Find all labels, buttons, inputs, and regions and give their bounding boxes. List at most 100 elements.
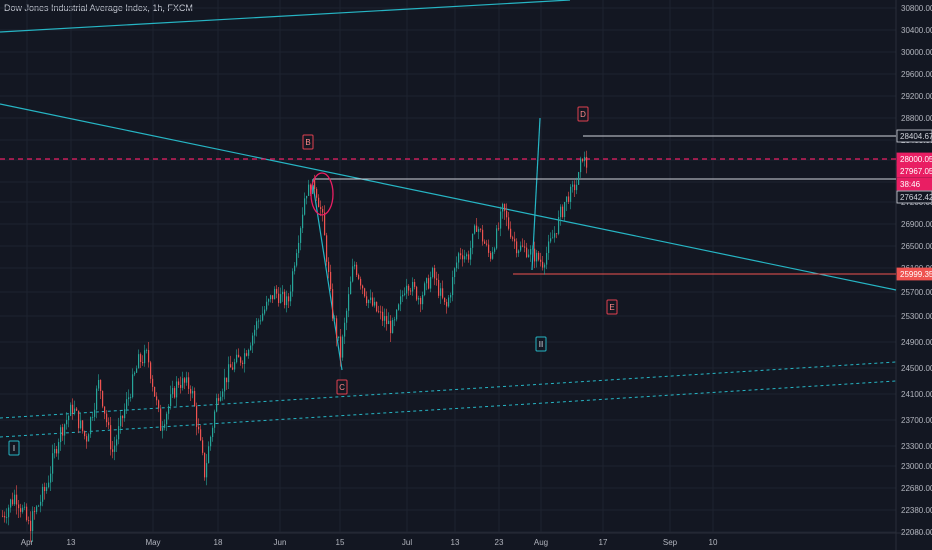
candle-body: [232, 367, 234, 370]
candle-body: [168, 406, 170, 414]
candle-body: [242, 362, 244, 364]
candle-body: [104, 406, 106, 414]
candle-body: [304, 198, 306, 215]
candle-body: [316, 188, 318, 198]
candle-body: [160, 408, 162, 431]
candle-body: [474, 225, 476, 234]
y-tick-label: 25700.00: [901, 288, 932, 297]
candle-body: [252, 335, 254, 346]
candle-body: [268, 299, 270, 302]
candle-body: [538, 252, 540, 260]
candle-body: [296, 253, 298, 266]
candle-body: [398, 304, 400, 310]
candle-body: [230, 364, 232, 368]
candle-body: [470, 247, 472, 260]
candle-body: [70, 404, 72, 416]
candle-body: [504, 203, 506, 211]
candle-body: [46, 487, 48, 491]
candle-body: [324, 212, 326, 236]
candle-body: [140, 354, 142, 362]
candle-body: [298, 242, 300, 254]
candle-body: [394, 319, 396, 321]
candle-body: [244, 353, 246, 364]
candle-body: [334, 318, 336, 320]
candle-body: [24, 506, 26, 508]
candle-body: [318, 197, 320, 208]
candle-body: [156, 396, 158, 401]
x-tick-label: Jul: [402, 538, 412, 547]
y-tick-label: 23700.00: [901, 416, 932, 425]
candle-body: [118, 426, 120, 440]
x-tick-label: 13: [67, 538, 76, 547]
candle-body: [512, 237, 514, 239]
candle-body: [276, 288, 278, 294]
candle-body: [358, 274, 360, 279]
candle-body: [32, 511, 34, 532]
candle-body: [370, 297, 372, 300]
price-marker-label: 27642.42: [900, 193, 932, 202]
y-tick-label: 30400.00: [901, 26, 932, 35]
candle-body: [426, 278, 428, 284]
candle-body: [80, 420, 82, 429]
candle-body: [294, 265, 296, 272]
candle-body: [236, 354, 238, 363]
candle-body: [466, 254, 468, 257]
price-marker-box: [896, 177, 932, 191]
candle-body: [214, 411, 216, 428]
candle-body: [6, 517, 8, 519]
y-tick-label: 24500.00: [901, 364, 932, 373]
price-marker-label: 25999.35: [900, 270, 932, 279]
candle-body: [410, 290, 412, 292]
wave-b-c-line: [312, 184, 343, 371]
candle-body: [436, 278, 438, 280]
candle-body: [16, 494, 18, 505]
candle-body: [518, 250, 520, 254]
candle-body: [28, 520, 30, 521]
candle-body: [540, 259, 542, 262]
candle-body: [462, 255, 464, 260]
candle-body: [50, 473, 52, 483]
candle-body: [362, 285, 364, 289]
candle-body: [542, 261, 544, 268]
candle-body: [8, 507, 10, 518]
candle-body: [182, 378, 184, 388]
x-tick-label: 23: [495, 538, 504, 547]
candle-body: [344, 322, 346, 337]
wave-label-box: [606, 299, 618, 315]
candle-body: [180, 384, 182, 388]
candle-body: [386, 316, 388, 325]
candle-body: [172, 388, 174, 395]
candle-body: [308, 184, 310, 196]
candle-body: [12, 499, 14, 505]
candle-body: [226, 377, 228, 383]
candle-body: [124, 409, 126, 419]
candle-body: [342, 336, 344, 358]
candle-body: [74, 408, 76, 414]
candle-body: [414, 281, 416, 287]
y-tick-label: 28800.00: [901, 114, 932, 123]
y-tick-label: 29600.00: [901, 70, 932, 79]
candle-body: [376, 301, 378, 312]
candle-body: [526, 247, 528, 258]
candle-body: [34, 511, 36, 512]
candle-body: [328, 261, 330, 272]
candle-body: [548, 241, 550, 254]
candle-body: [498, 228, 500, 230]
candle-body: [270, 295, 272, 300]
candle-body: [384, 316, 386, 321]
candle-body: [224, 377, 226, 392]
x-tick-label: Jun: [274, 538, 287, 547]
candle-body: [278, 293, 280, 303]
candle-body: [346, 310, 348, 323]
wave-label-box: [8, 440, 20, 456]
candle-body: [424, 283, 426, 296]
candle-body: [4, 516, 6, 518]
candle-body: [442, 288, 444, 298]
candle-body: [444, 297, 446, 302]
candle-body: [364, 288, 366, 297]
candle-body: [194, 391, 196, 407]
candle-body: [326, 235, 328, 262]
candle-body: [146, 350, 148, 351]
x-tick-label: 15: [336, 538, 345, 547]
